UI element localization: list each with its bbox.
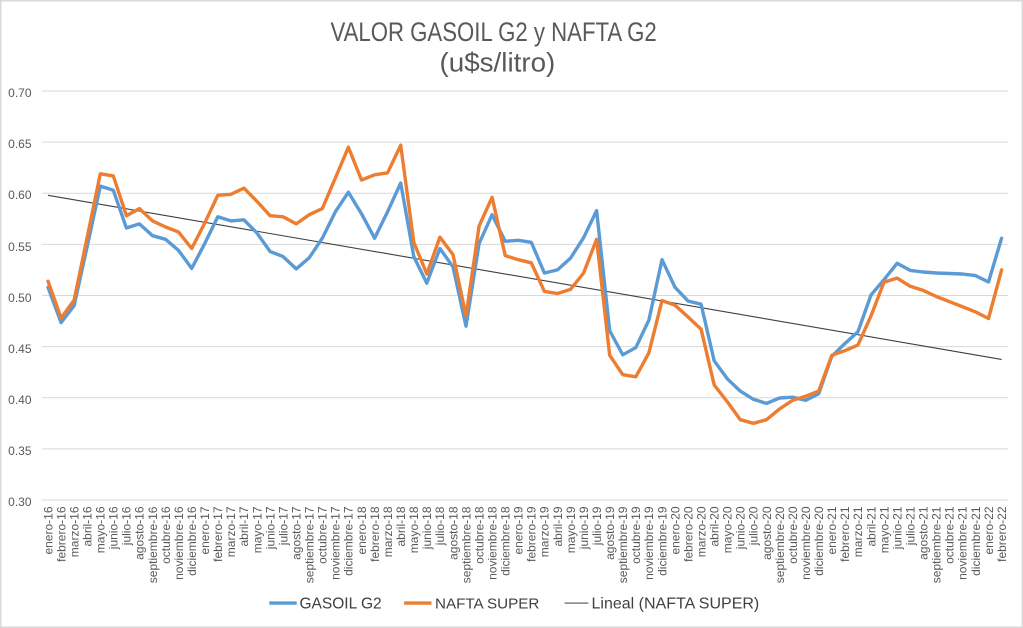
svg-text:marzo-16: marzo-16 — [67, 506, 81, 557]
svg-text:0.55: 0.55 — [8, 240, 32, 254]
svg-text:julio-19: julio-19 — [590, 506, 604, 546]
svg-text:julio-18: julio-18 — [433, 506, 447, 546]
svg-text:mayo-20: mayo-20 — [721, 506, 735, 553]
svg-text:junio-17: junio-17 — [263, 506, 277, 550]
svg-text:octubre-19: octubre-19 — [629, 506, 643, 564]
svg-text:NAFTA SUPER: NAFTA SUPER — [435, 596, 539, 613]
svg-text:noviembre-21: noviembre-21 — [956, 506, 970, 580]
svg-text:enero-16: enero-16 — [41, 506, 55, 554]
svg-text:septiembre-20: septiembre-20 — [773, 506, 787, 583]
svg-text:febrero-16: febrero-16 — [54, 506, 68, 562]
svg-text:octubre-18: octubre-18 — [472, 506, 486, 564]
svg-text:abril-19: abril-19 — [551, 506, 565, 546]
svg-text:junio-19: junio-19 — [577, 506, 591, 550]
svg-text:abril-18: abril-18 — [394, 506, 408, 546]
svg-text:marzo-21: marzo-21 — [851, 506, 865, 557]
svg-text:junio-18: junio-18 — [420, 506, 434, 550]
svg-text:abril-17: abril-17 — [237, 506, 251, 546]
svg-text:diciembre-21: diciembre-21 — [969, 506, 983, 576]
svg-text:agosto-20: agosto-20 — [760, 506, 774, 560]
svg-text:0.50: 0.50 — [8, 291, 32, 305]
svg-text:noviembre-17: noviembre-17 — [329, 506, 343, 580]
svg-text:septiembre-18: septiembre-18 — [459, 506, 473, 583]
svg-text:0.30: 0.30 — [8, 495, 32, 509]
svg-text:agosto-16: agosto-16 — [133, 506, 147, 560]
svg-text:agosto-18: agosto-18 — [446, 506, 460, 560]
svg-text:noviembre-16: noviembre-16 — [172, 506, 186, 580]
svg-text:abril-21: abril-21 — [864, 506, 878, 546]
svg-text:octubre-16: octubre-16 — [159, 506, 173, 564]
svg-text:0.35: 0.35 — [8, 444, 32, 458]
svg-text:diciembre-19: diciembre-19 — [655, 506, 669, 576]
svg-text:diciembre-18: diciembre-18 — [499, 506, 513, 576]
svg-text:agosto-19: agosto-19 — [603, 506, 617, 560]
svg-text:VALOR GASOIL G2 y NAFTA G2: VALOR GASOIL G2 y NAFTA G2 — [330, 18, 656, 47]
svg-text:enero-22: enero-22 — [982, 506, 996, 554]
svg-text:Lineal (NAFTA SUPER): Lineal (NAFTA SUPER) — [592, 596, 760, 613]
svg-text:enero-21: enero-21 — [825, 506, 839, 554]
svg-text:abril-20: abril-20 — [708, 506, 722, 546]
svg-text:enero-18: enero-18 — [355, 506, 369, 554]
svg-text:mayo-16: mayo-16 — [94, 506, 108, 553]
svg-text:0.65: 0.65 — [8, 137, 32, 151]
svg-text:junio-21: junio-21 — [890, 506, 904, 550]
svg-text:septiembre-16: septiembre-16 — [146, 506, 160, 583]
svg-text:mayo-18: mayo-18 — [407, 506, 421, 553]
svg-text:febrero-21: febrero-21 — [838, 506, 852, 562]
svg-text:mayo-19: mayo-19 — [564, 506, 578, 553]
svg-text:0.40: 0.40 — [8, 393, 32, 407]
svg-text:septiembre-17: septiembre-17 — [303, 506, 317, 583]
svg-text:junio-20: junio-20 — [734, 506, 748, 550]
svg-text:0.60: 0.60 — [8, 188, 32, 202]
svg-text:febrero-17: febrero-17 — [211, 506, 225, 562]
svg-text:agosto-21: agosto-21 — [917, 506, 931, 560]
svg-text:julio-17: julio-17 — [276, 506, 290, 546]
svg-text:febrero-22: febrero-22 — [995, 506, 1009, 562]
svg-text:marzo-20: marzo-20 — [694, 506, 708, 557]
svg-text:noviembre-20: noviembre-20 — [799, 506, 813, 580]
svg-text:octubre-17: octubre-17 — [316, 506, 330, 564]
svg-text:GASOIL G2: GASOIL G2 — [300, 596, 382, 613]
svg-text:octubre-21: octubre-21 — [943, 506, 957, 564]
svg-text:diciembre-16: diciembre-16 — [185, 506, 199, 576]
svg-text:septiembre-21: septiembre-21 — [930, 506, 944, 583]
svg-text:mayo-17: mayo-17 — [250, 506, 264, 553]
svg-text:abril-16: abril-16 — [81, 506, 95, 546]
svg-text:junio-16: junio-16 — [107, 506, 121, 550]
svg-text:(u$s/litro): (u$s/litro) — [439, 47, 555, 78]
svg-text:noviembre-18: noviembre-18 — [485, 506, 499, 580]
svg-text:diciembre-17: diciembre-17 — [342, 506, 356, 576]
svg-text:julio-16: julio-16 — [120, 506, 134, 546]
svg-text:0.70: 0.70 — [8, 86, 32, 100]
svg-text:0.45: 0.45 — [8, 342, 32, 356]
svg-text:julio-20: julio-20 — [747, 506, 761, 546]
svg-text:agosto-17: agosto-17 — [290, 506, 304, 560]
svg-text:octubre-20: octubre-20 — [786, 506, 800, 564]
svg-text:febrero-18: febrero-18 — [368, 506, 382, 562]
svg-text:marzo-17: marzo-17 — [224, 506, 238, 557]
svg-text:enero-17: enero-17 — [198, 506, 212, 554]
svg-text:enero-20: enero-20 — [668, 506, 682, 554]
svg-text:julio-21: julio-21 — [904, 506, 918, 546]
svg-text:mayo-21: mayo-21 — [877, 506, 891, 553]
svg-text:febrero-20: febrero-20 — [681, 506, 695, 562]
svg-text:febrero-19: febrero-19 — [525, 506, 539, 562]
svg-text:noviembre-19: noviembre-19 — [642, 506, 656, 580]
svg-text:septiembre-19: septiembre-19 — [616, 506, 630, 583]
svg-text:marzo-18: marzo-18 — [381, 506, 395, 557]
svg-text:marzo-19: marzo-19 — [538, 506, 552, 557]
svg-text:enero-19: enero-19 — [512, 506, 526, 554]
svg-text:diciembre-20: diciembre-20 — [812, 506, 826, 576]
